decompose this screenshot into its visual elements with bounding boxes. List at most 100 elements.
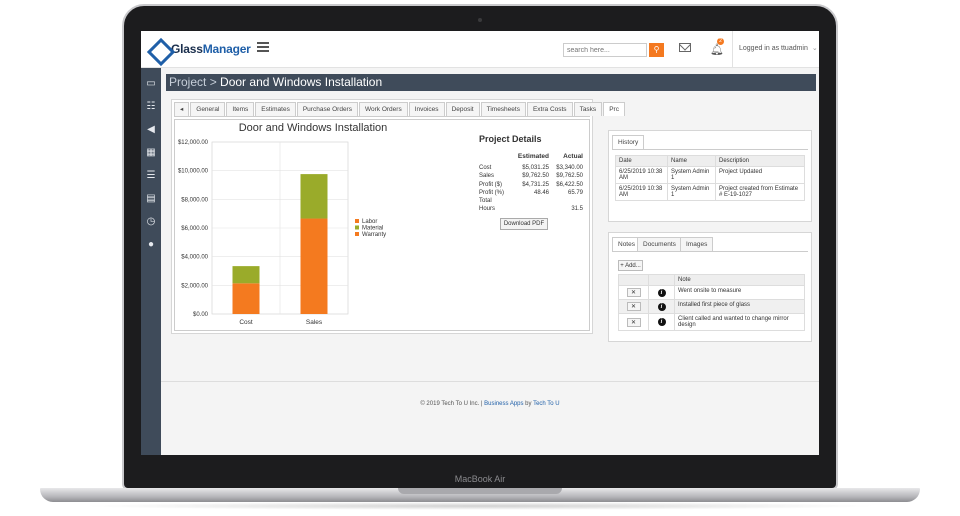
tab-history[interactable]: History <box>612 135 645 149</box>
delete-note-button[interactable]: ✕ <box>626 317 641 327</box>
history-col-name: Name <box>667 155 716 167</box>
info-icon[interactable]: i <box>657 318 666 326</box>
search-input[interactable] <box>563 43 647 57</box>
legend-swatch <box>355 219 359 223</box>
x-tick-label: Cost <box>239 319 253 326</box>
detail-label: Sales <box>479 173 495 180</box>
project-panel: ◂ General Items Estimates Purchase Orders Wor… <box>171 99 625 334</box>
y-tick-label: $6,000.00 <box>181 226 208 232</box>
tab-tasks[interactable]: Tasks <box>573 102 603 116</box>
delete-note-button[interactable]: ✕ <box>626 302 641 311</box>
megaphone-icon[interactable]: ◀ <box>147 124 155 135</box>
download-pdf-button[interactable]: Download PDF <box>500 218 548 230</box>
history-cell: System Admin 1 <box>667 166 716 184</box>
detail-label: Cost <box>479 165 492 171</box>
info-icon[interactable]: i <box>657 288 666 297</box>
history-cell: Project created from Estimate # E-19-102… <box>715 183 805 201</box>
page-title: Door and Windows Installation <box>220 75 383 89</box>
y-tick-label: $12,000.00 <box>178 140 209 146</box>
tab-invoices[interactable]: Invoices <box>408 102 445 116</box>
detail-actual: $6,422.50 <box>556 181 583 188</box>
history-cell: System Admin 1 <box>667 183 716 201</box>
tab-prev[interactable]: ◂ <box>174 102 190 116</box>
footer: © 2019 Tech To U Inc. | Business Apps by… <box>161 401 819 407</box>
notes-header-row: Note <box>618 274 805 286</box>
table-row: ✕ i Went onsite to measure <box>618 285 805 300</box>
add-note-button[interactable]: + Add... <box>618 260 643 271</box>
table-row: 6/25/2019 10:38 AM System Admin 1 Project … <box>615 166 805 184</box>
footer-link-tech-to-u[interactable]: Tech To U <box>533 401 560 407</box>
delete-note-button[interactable]: ✕ <box>626 288 641 297</box>
hamburger-menu-icon[interactable] <box>257 42 269 52</box>
contacts-icon[interactable]: ☷ <box>146 101 156 112</box>
dashboard-icon[interactable]: ▭ <box>146 78 156 89</box>
grid-icon[interactable]: ▦ <box>146 147 156 158</box>
search-button[interactable]: ⚲ <box>649 43 664 57</box>
detail-actual: 65.79 <box>567 189 583 196</box>
screen: GlassManager ⚲ 🔔︎ 2 Logged in as ttuadmi… <box>141 31 819 455</box>
detail-label: Profit ($) <box>479 181 503 188</box>
tab-general[interactable]: General <box>190 102 226 116</box>
breadcrumb[interactable]: Project <box>169 75 207 89</box>
laptop-chin <box>124 455 836 488</box>
tab-estimates[interactable]: Estimates <box>255 102 296 116</box>
logo-mark-icon <box>148 39 168 59</box>
legend-swatch <box>355 232 359 236</box>
tab-deposit[interactable]: Deposit <box>445 102 480 116</box>
device-label: MacBook Air <box>454 474 506 484</box>
detail-estimated <box>513 205 549 213</box>
history-panel: History Date Name Description 6/25/2019 10:… <box>608 130 812 222</box>
clock-icon[interactable]: ◷ <box>146 216 156 227</box>
logo-accent: Manager <box>202 42 251 56</box>
project-tabs: ◂ General Items Estimates Purchase Orders Wor… <box>174 102 625 117</box>
detail-actual: 31.5 <box>571 206 583 213</box>
main-content: Project > Door and Windows Installation … <box>161 68 819 455</box>
detail-actual: $9,762.50 <box>556 173 583 180</box>
col-actual: Actual <box>563 153 583 160</box>
history-table: Date Name Description 6/25/2019 10:38 AM Sys… <box>615 155 805 201</box>
note-text: Installed first piece of glass <box>674 299 805 314</box>
detail-row: Profit (%) 48.46 65.79 <box>479 189 587 197</box>
footer-link-business-apps[interactable]: Business Apps <box>484 401 524 407</box>
detail-actual: $3,340.00 <box>556 165 583 171</box>
stacked-bar-chart: $12,000.00 $10,000.00 $8,000.00 $6,000.00 $4… <box>178 140 386 326</box>
bar-warranty-sales <box>300 218 328 314</box>
notes-col-note: Note <box>674 274 805 286</box>
project-details: Project Details Estimated Actual Cost $5,… <box>479 134 587 214</box>
detail-row: Profit ($) $4,731.25 $6,422.50 <box>479 181 587 189</box>
mail-icon[interactable] <box>679 43 691 52</box>
page-title-bar: Project > Door and Windows Installation <box>166 74 816 91</box>
note-text: Client called and wanted to change mirro… <box>674 313 805 331</box>
list-icon[interactable]: ☰ <box>146 170 156 181</box>
tab-work-orders[interactable]: Work Orders <box>358 102 408 116</box>
detail-estimated: $9,762.50 <box>522 173 549 180</box>
tab-items[interactable]: Items <box>226 102 255 116</box>
info-icon[interactable]: i <box>657 302 666 311</box>
tab-prc[interactable]: Prc <box>603 102 625 116</box>
detail-row: Sales $9,762.50 $9,762.50 <box>479 172 587 180</box>
legend-label: Labor <box>362 219 377 225</box>
notification-badge: 2 <box>717 38 724 45</box>
search-icon: ⚲ <box>653 45 660 54</box>
app-logo[interactable]: GlassManager <box>148 38 251 60</box>
tab-images[interactable]: Images <box>680 237 714 251</box>
tab-purchase-orders[interactable]: Purchase Orders <box>296 102 358 116</box>
tab-extra-costs[interactable]: Extra Costs <box>526 102 573 116</box>
detail-label: Profit (%) <box>479 189 505 196</box>
laptop-shadow <box>80 502 880 510</box>
bell-icon[interactable]: 🔔︎ <box>710 44 724 56</box>
legend-label: Material <box>362 226 383 232</box>
detail-actual <box>549 197 583 205</box>
col-estimated: Estimated <box>517 153 549 160</box>
calendar-icon[interactable]: ▤ <box>146 193 156 204</box>
table-row: 6/25/2019 10:38 AM System Admin 1 Project … <box>615 183 805 201</box>
user-menu[interactable]: Logged in as ttuadmin ⌄ <box>732 31 819 68</box>
logo-main: Glass <box>171 42 203 56</box>
y-tick-label: $2,000.00 <box>181 283 208 289</box>
user-icon[interactable]: ● <box>147 239 155 250</box>
detail-estimated: $4,731.25 <box>522 181 549 188</box>
tab-timesheets[interactable]: Timesheets <box>480 102 526 116</box>
tab-documents[interactable]: Documents <box>637 237 682 251</box>
notes-table: Note ✕ i Went onsite to measure ✕ i Installed … <box>618 274 805 331</box>
detail-row: Total <box>479 197 587 205</box>
